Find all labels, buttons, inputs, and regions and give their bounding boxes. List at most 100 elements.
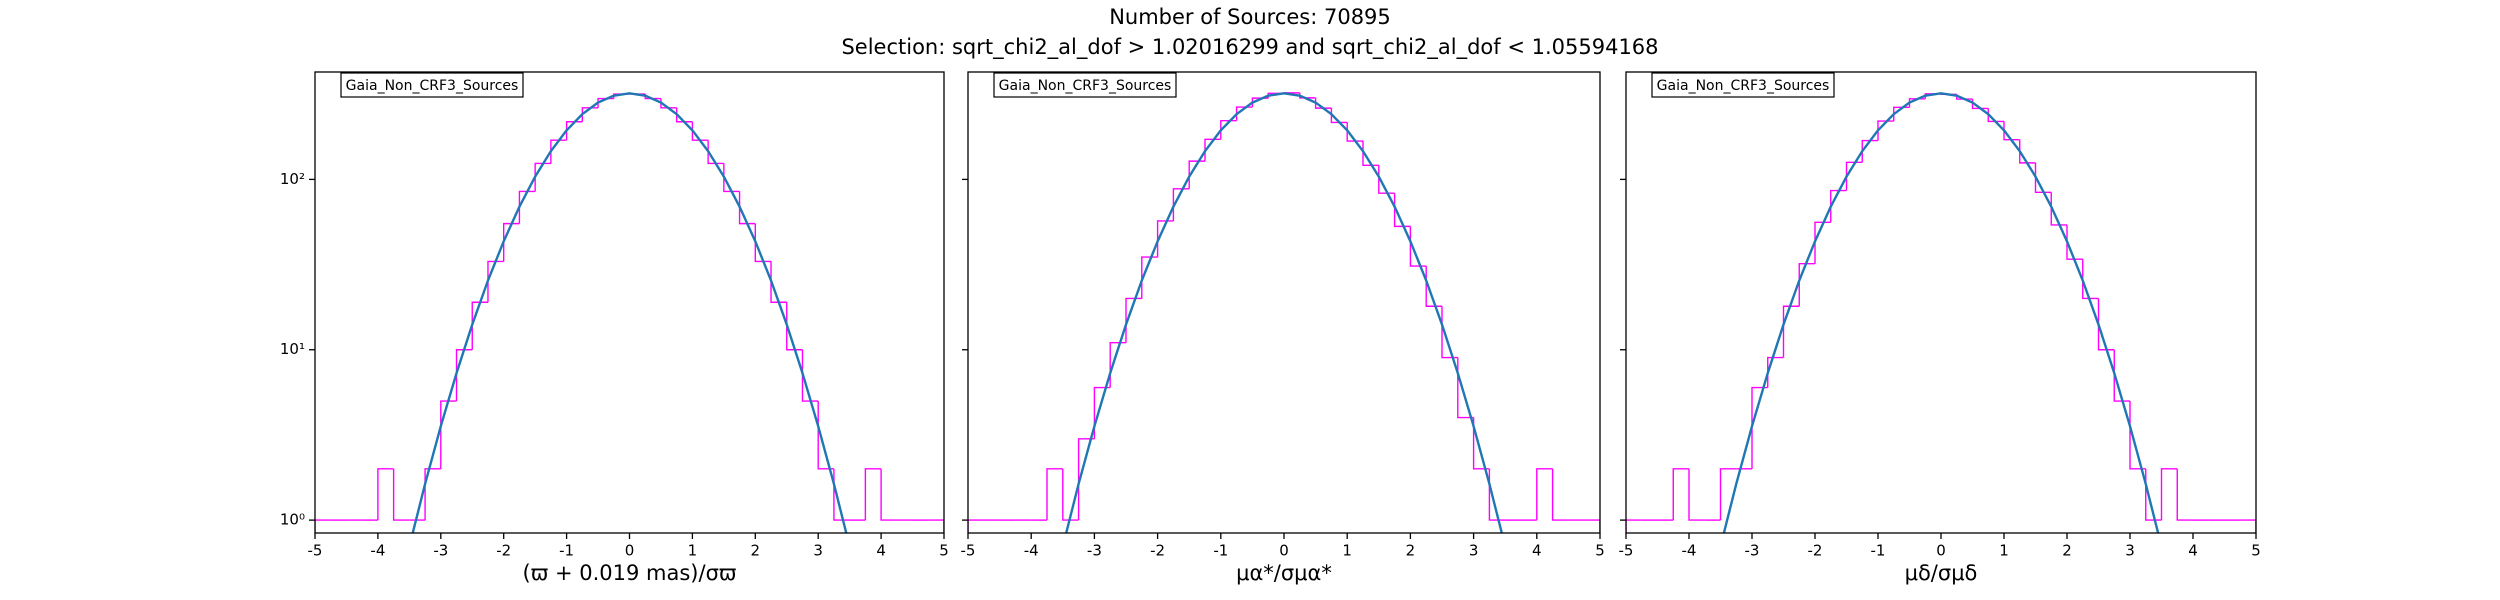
x-tick-label: 5 [939,542,949,560]
legend-text: Gaia_Non_CRF3_Sources [999,78,1172,94]
legend-text: Gaia_Non_CRF3_Sources [346,78,519,94]
x-tick-label: 1 [688,542,698,560]
panel: -5 -4 -3 -2 -1 0 1 2 3 4 5 10⁰ 10¹ 10² Gaia_Non_CRF3_S… [280,71,949,585]
panel: -5 -4 -3 -2 -1 0 1 2 3 4 5 Gaia_Non_CRF3_Sources μα*… [961,71,1605,585]
x-tick-label: 0 [625,542,635,560]
histogram-bin [392,468,410,521]
histogram-bin [2034,162,2052,193]
legend-box [340,72,524,98]
fit-curve [1064,92,1504,533]
axes-frame [967,71,1601,534]
x-tick-label: 4 [2188,542,2198,560]
fit-curve [411,92,848,533]
histogram-bin [534,162,551,192]
histogram-bin [1688,468,1705,521]
histogram-bin [2240,519,2256,533]
histogram-bin [880,468,897,521]
histogram-bin [1877,120,1894,141]
histogram-bin [455,349,473,402]
histogram-bin [2160,468,2178,521]
histogram-bin [928,519,944,533]
histogram-bin [487,260,504,303]
x-axis-label: μδ/σμδ [1905,561,1978,585]
x-tick-label: 5 [1595,542,1605,560]
histogram-bin [2050,192,2067,226]
histogram-bin [1719,468,1737,521]
x-tick-label: 1 [1999,542,2009,560]
histogram-bin [1093,386,1111,439]
x-tick-label: 4 [876,542,886,560]
x-tick-label: 2 [2062,542,2072,560]
panel: -5 -4 -3 -2 -1 0 1 2 3 4 5 Gaia_Non_CRF3_Sources μδ/… [1619,71,2261,585]
histogram-bin [2176,468,2193,521]
legend-box [993,72,1177,98]
figure-subtitle: Selection: sqrt_chi2_al_dof > 1.02016299… [841,35,1658,60]
x-tick-label: 5 [2251,542,2261,560]
x-tick-label: -3 [433,542,448,560]
histogram-bin [518,190,536,224]
histogram-bin [1046,468,1063,521]
histogram-bin [1551,468,1569,521]
y-tick-label: 10² [280,170,305,188]
y-tick-label: 10¹ [280,340,305,358]
histogram-bin [2097,298,2115,351]
histogram-bin [1830,189,1847,223]
histogram-bin [723,163,740,193]
x-tick-label: 0 [1279,542,1289,560]
histogram-bin [1062,468,1079,521]
x-tick-label: -1 [1213,542,1228,560]
histogram-bin [2066,224,2083,260]
x-tick-label: -5 [308,542,323,560]
histogram-bin [1626,519,1642,533]
figure-title: Number of Sources: 70895 [1109,5,1391,29]
histogram-bin [2003,121,2020,141]
x-tick-label: -1 [559,542,574,560]
x-axis-label: (ϖ + 0.019 mas)/σϖ [523,561,737,585]
x-tick-label: 2 [751,542,761,560]
histogram-bin [738,191,756,225]
histogram-bin [1782,305,1800,358]
histogram-bin [1672,468,1689,521]
histogram-bin [424,468,441,521]
histogram-bin [1204,138,1221,162]
axes-frame [1625,71,2257,534]
histogram-bin [801,349,819,402]
x-tick-label: -5 [1619,542,1634,560]
x-tick-label: -4 [1024,542,1039,560]
histogram-bin [1845,161,1863,191]
histogram-bin [1362,141,1379,166]
x-tick-label: 2 [1406,542,1416,560]
histogram-bin [1814,221,1831,264]
x-tick-label: -3 [1087,542,1102,560]
x-tick-label: 1 [1342,542,1352,560]
histogram-bin [550,139,567,164]
x-tick-label: -5 [961,542,976,560]
histogram [968,92,1600,533]
histogram-bin [565,121,583,141]
x-tick-label: -2 [1808,542,1823,560]
histogram-bin [2113,349,2130,402]
y-tick-label: 10⁰ [280,511,305,529]
histogram [315,92,944,533]
histogram-bin [2082,259,2099,300]
x-tick-label: -2 [496,542,511,560]
histogram-bin [1767,356,1784,388]
x-tick-label: -3 [1745,542,1760,560]
histogram-bin [707,140,724,165]
histogram-bin [754,223,772,263]
fit-curve [1722,92,2160,533]
histogram-bin [691,121,709,141]
histogram-bin [1536,468,1553,521]
histogram-bin [1472,417,1490,470]
x-axis-label: μα*/σμα* [1236,561,1332,585]
x-tick-label: 0 [1936,542,1946,560]
histogram-bin [2019,139,2036,164]
legend-box [1651,72,1835,98]
histogram-bin [377,468,394,521]
histogram-bin [503,222,520,262]
x-tick-label: 3 [813,542,823,560]
histogram-bin [1584,519,1600,533]
histogram-bin [581,107,599,122]
